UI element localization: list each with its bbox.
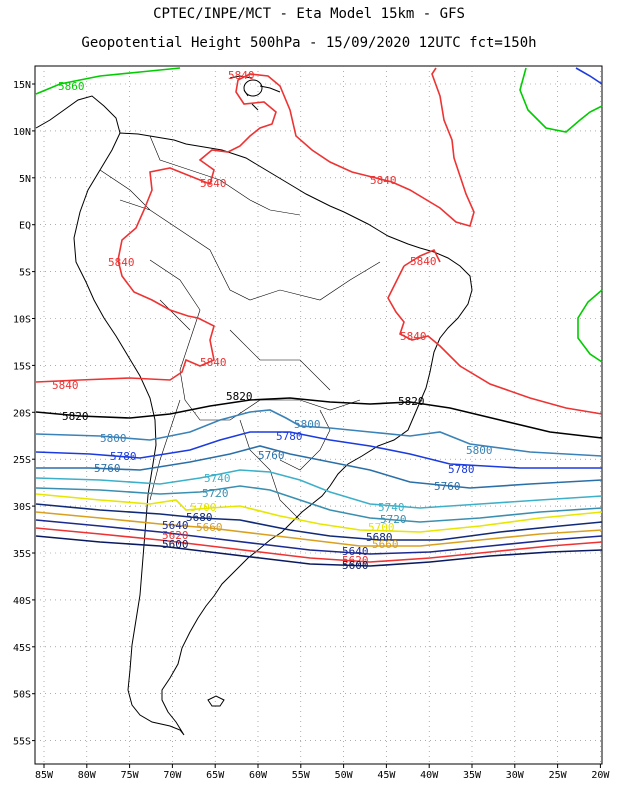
- label-5720: 5720: [202, 487, 229, 500]
- label-5780: 5780: [276, 430, 303, 443]
- label-5600: 5600: [342, 559, 369, 572]
- label-5700: 5700: [368, 521, 395, 534]
- coastline-caribbean: [229, 75, 281, 111]
- lat-tick-label: 45S: [13, 643, 31, 654]
- lon-tick-label: 30W: [506, 770, 525, 781]
- lat-tick-label: 10N: [13, 127, 31, 138]
- label-5820: 5820: [226, 390, 253, 403]
- lat-tick-label: 20S: [13, 408, 31, 419]
- lon-tick-label: 40W: [420, 770, 439, 781]
- lon-tick-label: 25W: [549, 770, 568, 781]
- label-5660: 5660: [196, 521, 223, 534]
- contour-5860-east: [577, 289, 603, 363]
- lon-tick-label: 75W: [121, 770, 140, 781]
- lat-tick-label: 5N: [19, 174, 31, 185]
- map-frame: [34, 65, 603, 765]
- contour-5620: [35, 527, 603, 563]
- contour-5720: [35, 485, 603, 523]
- label-5760: 5760: [258, 449, 285, 462]
- label-5820: 5820: [62, 410, 89, 423]
- contour-5660: [35, 511, 603, 547]
- label-5860: 5860: [58, 80, 85, 93]
- island-outline: [243, 79, 263, 97]
- contour-5860-northeast: [519, 67, 603, 133]
- label-5780: 5780: [110, 450, 137, 463]
- contour-5840-main: [35, 67, 475, 383]
- lon-tick-label: 50W: [335, 770, 354, 781]
- label-5760: 5760: [434, 480, 461, 493]
- label-5700: 5700: [190, 501, 217, 514]
- label-5760: 5760: [94, 462, 121, 475]
- contour-5840-loop: [403, 248, 441, 267]
- label-5840: 5840: [370, 174, 397, 187]
- label-5840: 5840: [228, 69, 255, 82]
- axis-labels: 85W 80W 75W 70W 65W 60W 55W 50W 45W 40W 35W 30W 25W 2…: [13, 80, 610, 781]
- lat-tick-label: 40S: [13, 596, 31, 607]
- contour-5600: [35, 535, 603, 567]
- lon-tick-label: 55W: [292, 770, 311, 781]
- lon-tick-label: 35W: [463, 770, 482, 781]
- label-5820: 5820: [398, 395, 425, 408]
- lat-tick-label: 50S: [13, 690, 31, 701]
- country-borders: [99, 135, 381, 521]
- lat-tick-label: 55S: [13, 737, 31, 748]
- label-5680: 5680: [366, 531, 393, 544]
- label-5840: 5840: [108, 256, 135, 269]
- chart-title: CPTEC/INPE/MCT - Eta Model 15km - GFS: [153, 6, 465, 22]
- label-5780: 5780: [448, 463, 475, 476]
- label-5840: 5840: [52, 379, 79, 392]
- contour-5820: [35, 397, 603, 439]
- contour-5800: [35, 409, 603, 457]
- contour-5880-corner: [575, 67, 603, 85]
- contour-5680: [35, 503, 603, 541]
- label-5840: 5840: [200, 177, 227, 190]
- label-5640: 5640: [342, 545, 369, 558]
- coastline-south-america: [73, 132, 473, 736]
- label-5720: 5720: [380, 513, 407, 526]
- label-5840: 5840: [400, 330, 427, 343]
- label-5740: 5740: [204, 472, 231, 485]
- lat-tick-label: 10S: [13, 315, 31, 326]
- lon-tick-label: 45W: [377, 770, 396, 781]
- contour-5760: [36, 445, 603, 489]
- contour-5700: [35, 493, 603, 533]
- coastline-central-america: [35, 95, 121, 134]
- label-5840: 5840: [200, 356, 227, 369]
- lat-tick-label: 25S: [13, 455, 31, 466]
- label-5800: 5800: [100, 432, 127, 445]
- label-5600: 5600: [162, 538, 189, 551]
- contour-5780: [35, 431, 602, 469]
- label-5620: 5620: [342, 554, 369, 567]
- lat-tick-label: EQ: [19, 221, 31, 232]
- lat-tick-label: 35S: [13, 549, 31, 560]
- label-5740: 5740: [378, 501, 405, 514]
- lat-tick-label: 15N: [13, 80, 31, 91]
- lon-tick-label: 80W: [78, 770, 97, 781]
- label-5800: 5800: [294, 418, 321, 431]
- lon-tick-label: 70W: [163, 770, 182, 781]
- label-5840: 5840: [410, 255, 437, 268]
- lat-tick-label: 5S: [19, 268, 31, 279]
- lon-tick-label: 60W: [249, 770, 268, 781]
- contour-5860-northwest: [35, 67, 181, 95]
- label-5620: 5620: [162, 529, 189, 542]
- label-5660: 5660: [372, 538, 399, 551]
- chart-subtitle: Geopotential Height 500hPa - 15/09/2020 …: [81, 35, 537, 51]
- contour-5740: [35, 469, 603, 509]
- label-5800: 5800: [466, 444, 493, 457]
- graticule: [35, 66, 602, 764]
- lon-tick-label: 65W: [206, 770, 225, 781]
- coastline-falklands: [207, 695, 225, 707]
- label-5640: 5640: [162, 519, 189, 532]
- lat-tick-label: 30S: [13, 502, 31, 513]
- label-5680: 5680: [186, 511, 213, 524]
- contour-5840-southeast: [387, 265, 603, 415]
- lon-tick-label: 85W: [35, 770, 54, 781]
- lat-tick-label: 15S: [13, 361, 31, 372]
- contour-5640: [35, 519, 603, 555]
- lon-tick-label: 20W: [591, 770, 610, 781]
